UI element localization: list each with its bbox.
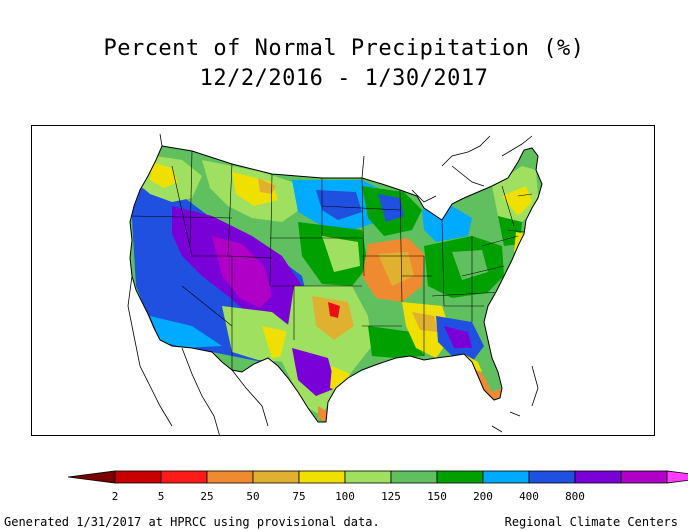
legend-swatch (482, 470, 530, 484)
legend-arrow-low (67, 470, 116, 484)
legend-tick-label: 125 (381, 490, 401, 503)
legend-swatch (344, 470, 392, 484)
map-title: Percent of Normal Precipitation (%) (103, 36, 585, 61)
precipitation-map (127, 133, 543, 435)
legend-swatch (436, 470, 484, 484)
legend-swatch (298, 470, 346, 484)
legend-swatch (206, 470, 254, 484)
legend-swatch (574, 470, 622, 484)
legend-tick-label: 100 (335, 490, 355, 503)
legend-tick-label: 800 (565, 490, 585, 503)
map-frame (31, 125, 655, 436)
map-date-range: 12/2/2016 - 1/30/2017 (199, 66, 489, 91)
legend-swatch (252, 470, 300, 484)
legend-swatch (114, 470, 162, 484)
state-boundaries (131, 150, 533, 370)
legend-swatch (528, 470, 576, 484)
legend-tick-label: 400 (519, 490, 539, 503)
legend-swatch (620, 470, 668, 484)
legend-arrow-high (666, 470, 688, 484)
neighbor-coastlines (127, 133, 539, 435)
legend-tick-label: 150 (427, 490, 447, 503)
legend-tick-label: 5 (158, 490, 165, 503)
color-legend: 2 5 25 50 75 100 125 150 200 400 800 (67, 470, 688, 503)
legend-tick-label: 50 (246, 490, 259, 503)
legend-tick-label: 200 (473, 490, 493, 503)
footer-generated-note: Generated 1/31/2017 at HPRCC using provi… (4, 515, 380, 529)
legend-swatch (390, 470, 438, 484)
legend-tick-label: 75 (292, 490, 305, 503)
precipitation-fill (130, 146, 542, 422)
legend-tick-label: 25 (200, 490, 213, 503)
legend-swatch (160, 470, 208, 484)
footer-source: Regional Climate Centers (504, 515, 678, 529)
legend-tick-label: 2 (112, 490, 119, 503)
